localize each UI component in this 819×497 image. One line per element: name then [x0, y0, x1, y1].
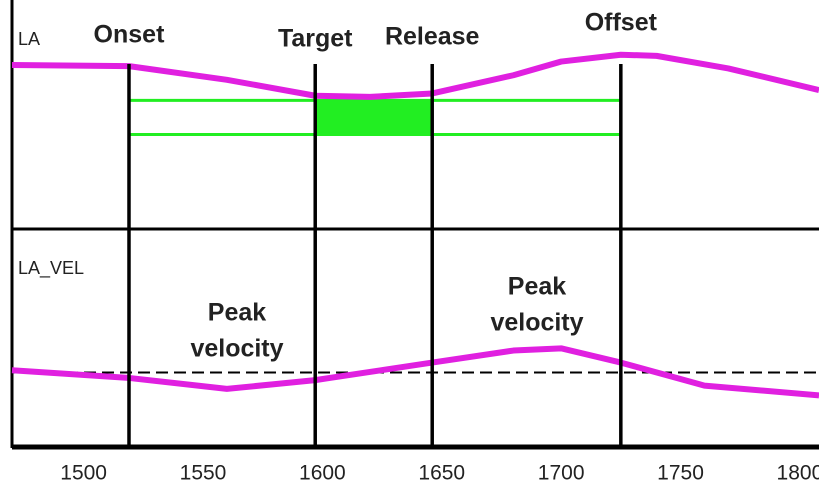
event-label: Onset	[94, 21, 166, 49]
panel-label: LA_VEL	[18, 258, 84, 279]
event-label: Target	[278, 25, 353, 53]
x-tick-label: 1550	[180, 462, 227, 485]
series-line	[11, 51, 819, 100]
x-tick-label: 1600	[299, 462, 346, 485]
annotation: velocity	[490, 309, 583, 337]
annotation: velocity	[190, 335, 283, 363]
target-band	[315, 100, 433, 135]
x-tick-label: 1700	[538, 462, 585, 485]
x-tick-label: 1650	[418, 462, 465, 485]
event-label: Offset	[585, 9, 658, 37]
x-tick-label: 1800	[777, 462, 819, 485]
annotation: Peak	[208, 299, 266, 327]
panel-label: LA	[18, 29, 40, 49]
annotation: Peak	[508, 273, 566, 301]
x-tick-label: 1500	[60, 462, 107, 485]
event-label: Release	[385, 23, 480, 51]
x-tick-label: 1750	[657, 462, 704, 485]
series-line	[11, 345, 819, 399]
